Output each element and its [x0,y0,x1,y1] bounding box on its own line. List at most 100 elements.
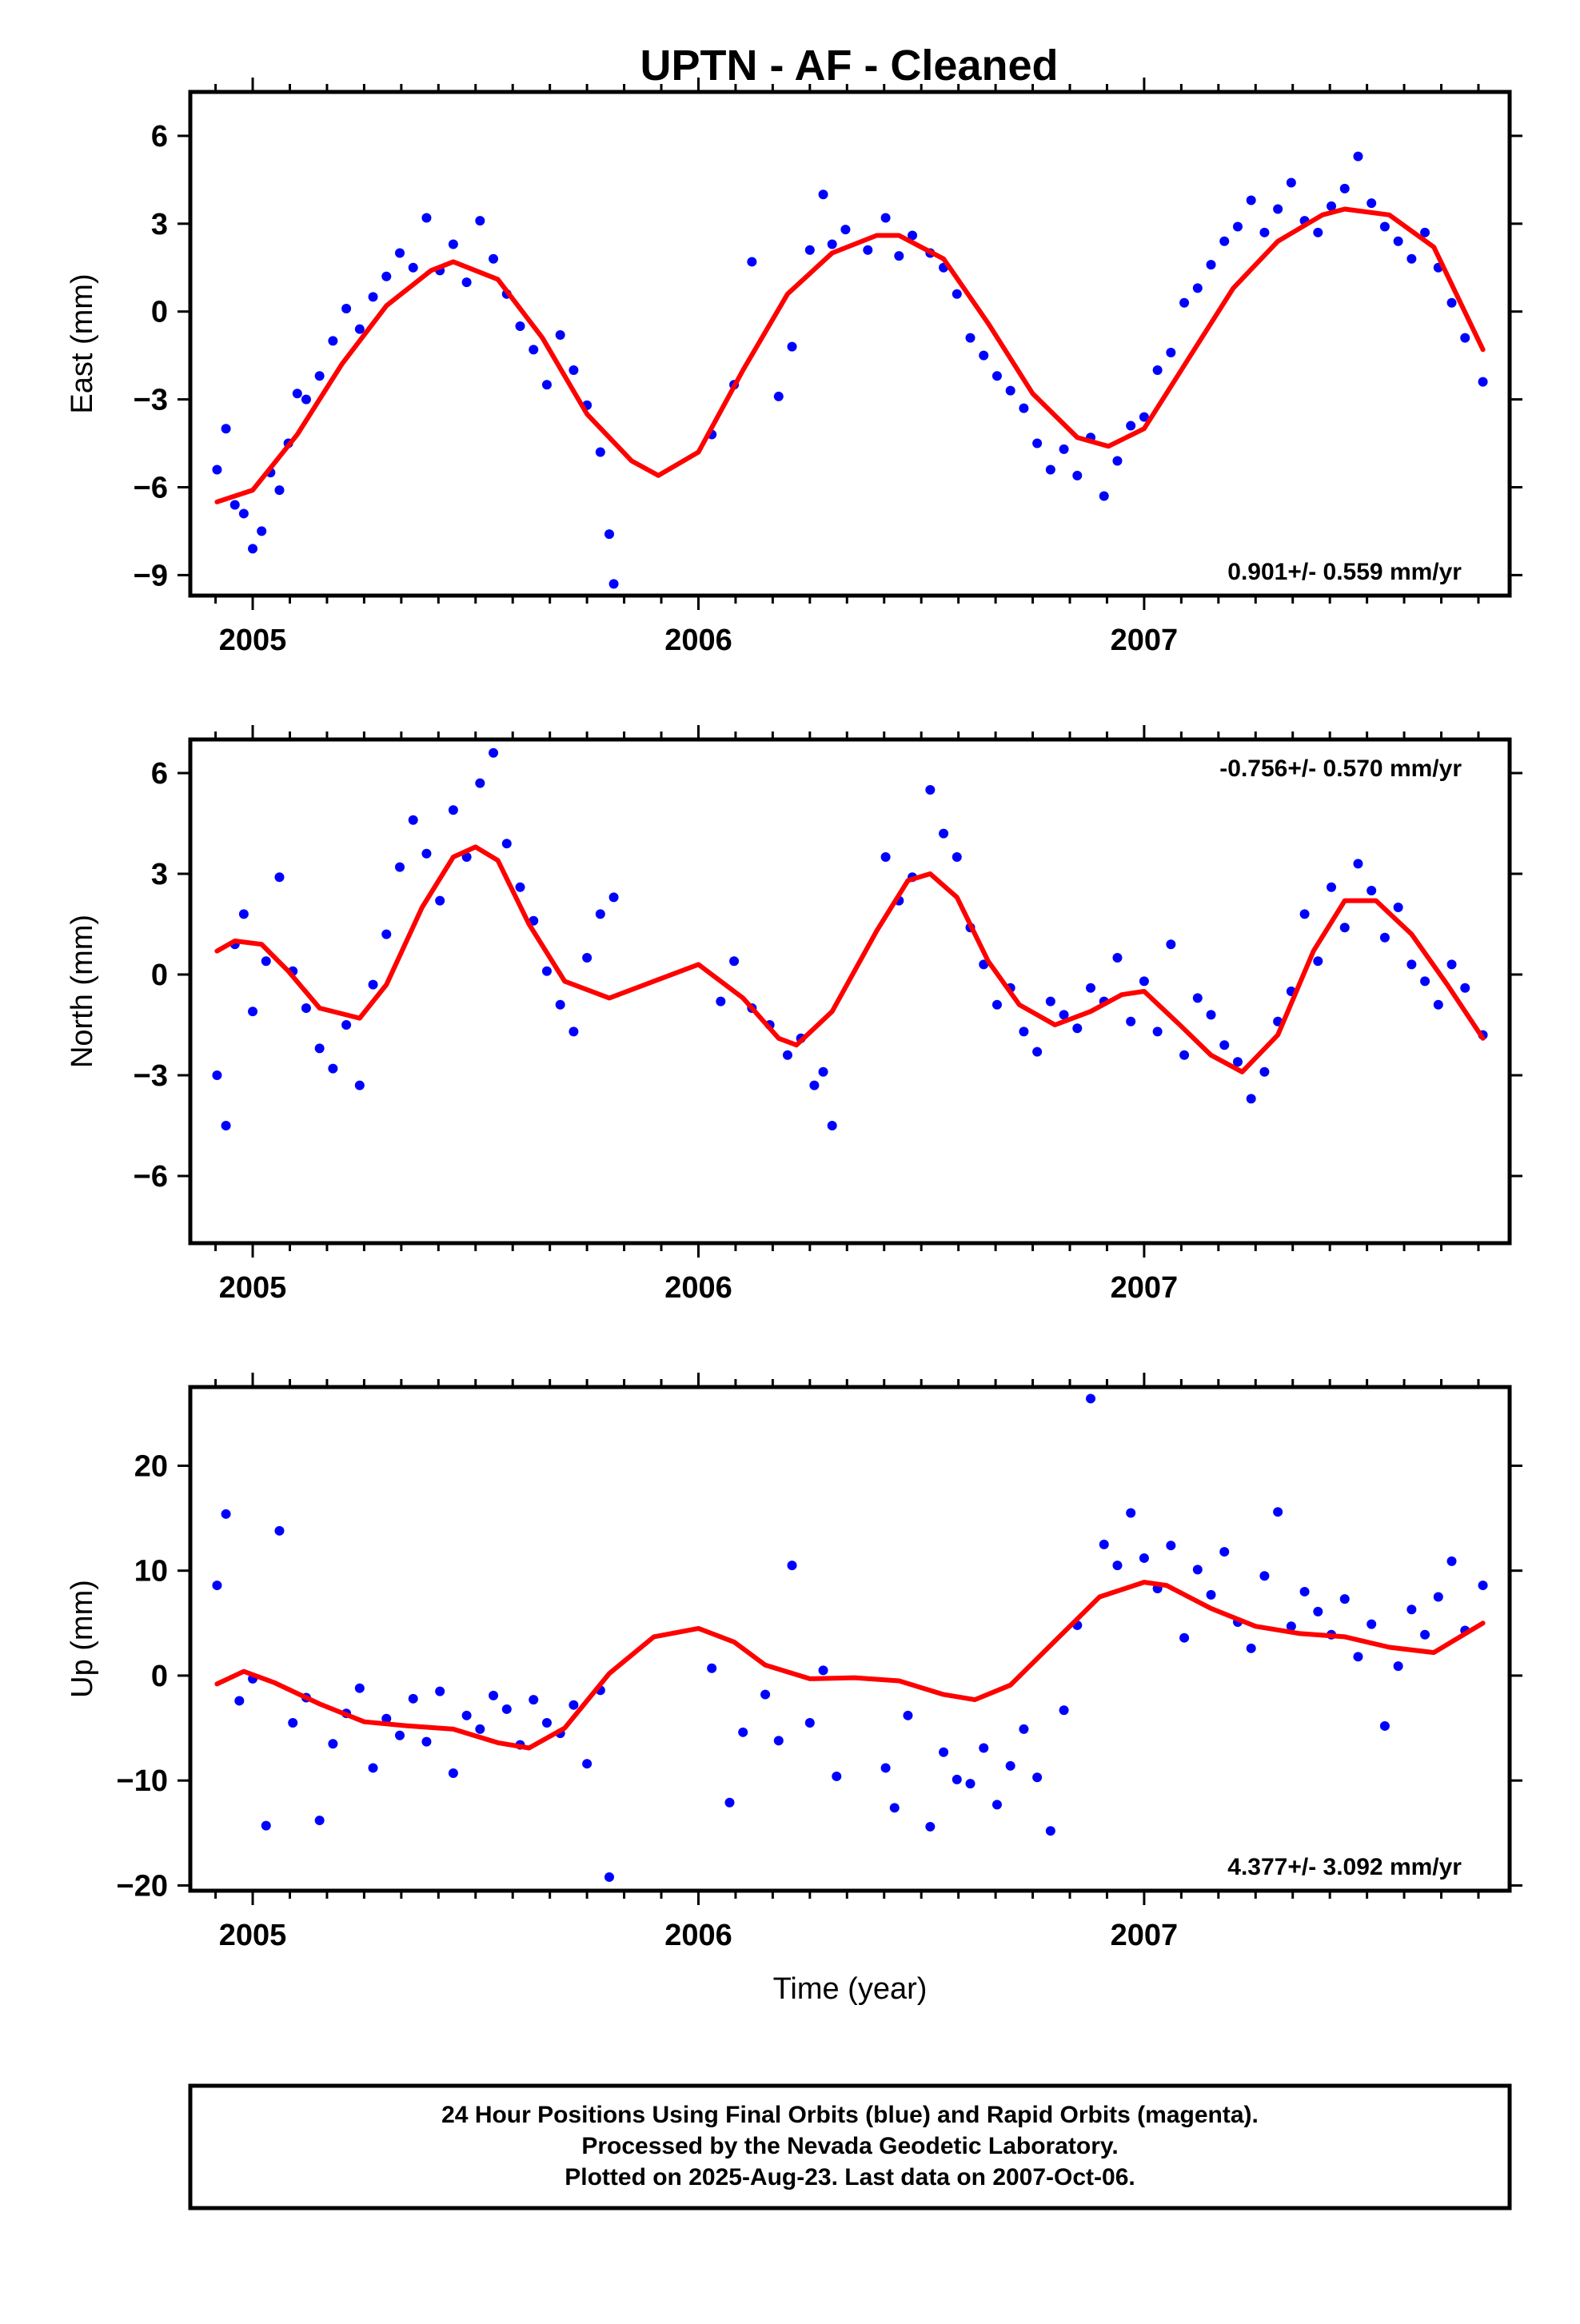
data-point [1446,959,1457,970]
data-point [724,1797,735,1808]
data-point [1019,1724,1029,1734]
data-point [889,1803,900,1813]
data-point [221,1509,231,1519]
data-point [787,341,797,352]
data-point [582,953,592,963]
data-point [1353,1652,1363,1662]
data-point [1406,959,1417,970]
y-tick-label: 0 [151,296,168,329]
y-axis-label: North (mm) [66,915,99,1068]
data-point [1460,983,1470,993]
x-tick-label: 2005 [219,624,287,657]
data-point [716,996,726,1007]
data-point [1086,1393,1096,1404]
data-point [1206,1589,1216,1600]
y-tick-label: −3 [134,1059,168,1093]
y-tick-label: 0 [151,959,168,992]
data-point [595,447,605,457]
data-point [1460,333,1470,343]
y-axis-label: East (mm) [66,273,99,413]
data-point [604,1872,614,1882]
data-point [394,1730,405,1740]
data-point [1072,1023,1083,1034]
data-point [408,262,418,273]
data-point [880,213,891,223]
data-point [248,544,258,554]
data-point [1313,1606,1323,1616]
y-tick-label: −20 [117,1869,168,1903]
data-point [1299,909,1310,919]
data-point [489,253,499,264]
data-point [569,1026,579,1037]
data-point [1045,1826,1055,1836]
data-point [238,508,249,519]
data-point [421,213,432,223]
data-point [435,1686,445,1696]
data-point [729,956,740,967]
data-point [475,1724,485,1734]
data-point [1192,1565,1203,1575]
data-point [274,872,285,883]
data-point [991,371,1002,381]
data-point [475,778,485,788]
data-point [569,1700,579,1710]
data-point [354,1080,365,1090]
data-point [952,852,962,862]
data-point [1313,956,1323,967]
data-point [341,1020,352,1030]
data-point [738,1727,748,1737]
data-point [1313,227,1323,237]
data-point [341,304,352,314]
data-point [288,1718,298,1728]
data-point [261,956,271,967]
data-point [381,929,392,939]
data-point [1327,201,1337,211]
data-point [1353,151,1363,161]
data-point [555,330,565,341]
data-point [234,1696,245,1706]
data-point [354,1683,365,1693]
y-tick-label: 6 [151,757,168,791]
data-point [1179,1632,1190,1643]
y-tick-label: 3 [151,208,168,241]
data-point [1126,1016,1136,1026]
data-point [448,1768,458,1778]
data-point [1192,283,1203,293]
data-point [773,1736,784,1746]
data-point [314,1043,325,1054]
y-tick-label: 3 [151,858,168,891]
plot-frame [188,1385,1512,1893]
data-point [555,999,565,1010]
data-point [925,785,936,795]
data-point [448,805,458,815]
data-point [1032,1046,1043,1057]
y-tick-label: −10 [117,1764,168,1798]
data-point [1379,221,1390,232]
data-point [939,1747,949,1757]
data-point [782,1050,792,1060]
data-point [965,333,976,343]
data-point [1059,444,1069,454]
data-point [1339,923,1350,933]
data-point [292,389,302,399]
x-tick-label: 2007 [1111,624,1179,657]
data-point [1206,1010,1216,1020]
data-point [1446,297,1457,308]
data-point [1339,1594,1350,1604]
data-point [1099,491,1109,501]
data-point [1219,1547,1230,1557]
y-tick-label: −9 [134,559,168,592]
data-point [832,1771,842,1781]
data-point [1393,236,1403,246]
data-point [541,380,552,390]
data-point [1032,1772,1043,1783]
data-point [1273,1507,1283,1517]
data-point [1019,1026,1029,1037]
data-point [1379,1720,1390,1731]
data-point [1259,1066,1270,1077]
data-point [880,1763,891,1773]
data-point [328,336,338,346]
data-point [1032,438,1043,448]
data-point [1446,1556,1457,1566]
data-point [1126,421,1136,431]
